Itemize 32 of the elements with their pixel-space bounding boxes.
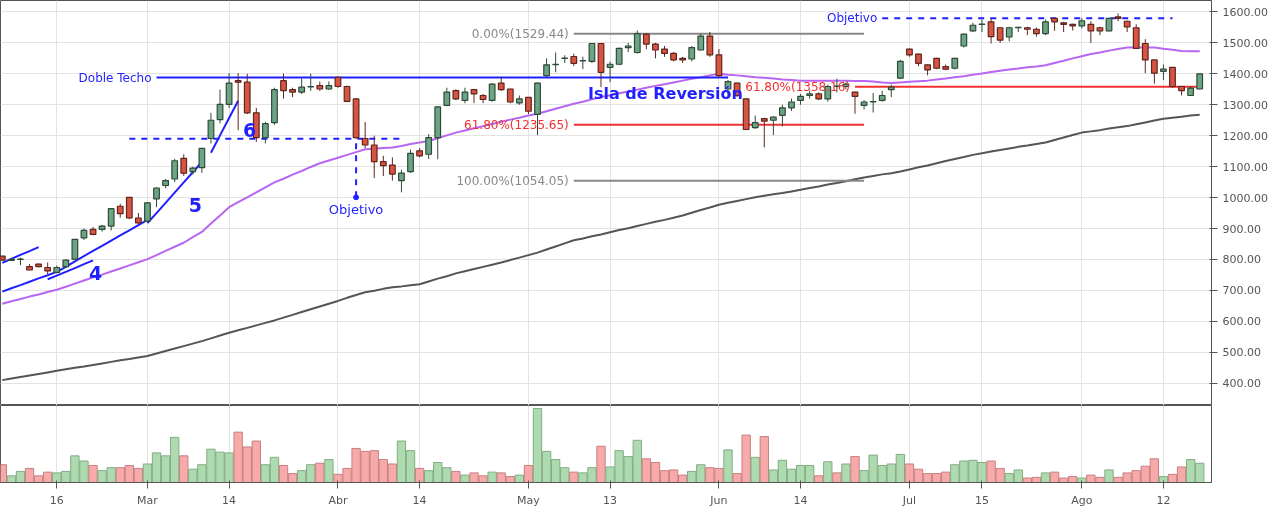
y-tick-label: 1000.00 — [1222, 191, 1268, 205]
x-tick-label: 14 — [412, 493, 427, 507]
y-tick-label: 600.00 — [1222, 315, 1261, 329]
x-tick-label: Abr — [328, 493, 348, 507]
y-tick-label: 400.00 — [1222, 377, 1261, 391]
y-tick-label: 500.00 — [1222, 346, 1261, 360]
y-tick-label: 800.00 — [1222, 253, 1261, 267]
series-label: 100.00%(1054.05) — [456, 173, 569, 188]
x-tick-label: 16 — [49, 493, 64, 507]
series-label: 0.00%(1529.44) — [471, 26, 569, 41]
x-tick-label: Jul — [901, 493, 917, 507]
y-tick-label: 1100.00 — [1222, 160, 1268, 174]
y-tick-label: 700.00 — [1222, 284, 1261, 298]
y-tick-label: 1600.00 — [1222, 5, 1268, 19]
x-tick-label: 14 — [222, 493, 237, 507]
x-tick-label: 14 — [793, 493, 808, 507]
series-label: Doble Techo — [78, 70, 152, 85]
x-tick-label: Jun — [709, 493, 728, 507]
x-tick-label: 12 — [1156, 493, 1171, 507]
x-tick-label: Mar — [137, 493, 159, 507]
x-tick-label: Ago — [1071, 493, 1093, 507]
series-label: Objetivo — [826, 11, 878, 26]
series-label: Objetivo — [328, 202, 384, 218]
x-tick-label: May — [517, 493, 541, 507]
x-tick-label: 15 — [975, 493, 989, 507]
y-tick-label: 1200.00 — [1222, 129, 1268, 143]
series-label: 5 — [188, 193, 202, 216]
y-tick-label: 1400.00 — [1222, 67, 1268, 81]
x-tick-label: 13 — [603, 493, 618, 507]
y-tick-label: 1300.00 — [1222, 98, 1268, 112]
y-tick-label: 900.00 — [1222, 222, 1261, 236]
y-tick-label: 1500.00 — [1222, 36, 1268, 50]
